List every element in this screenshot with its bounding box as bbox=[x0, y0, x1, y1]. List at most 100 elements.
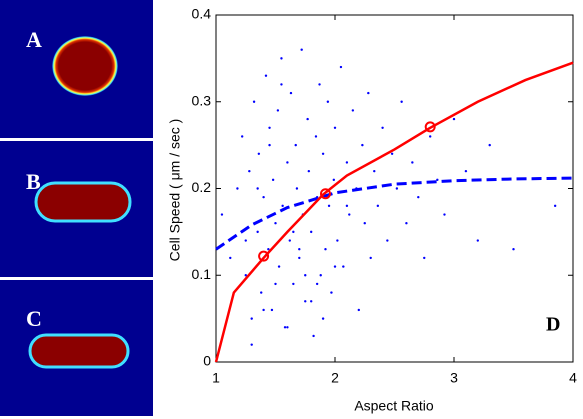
scatter-point bbox=[318, 83, 321, 86]
scatter-point bbox=[390, 152, 394, 155]
scatter-point bbox=[248, 169, 251, 173]
scatter-point bbox=[417, 195, 420, 199]
scatter-point bbox=[386, 239, 389, 242]
scatter-point bbox=[298, 256, 301, 260]
scatter-point bbox=[267, 248, 270, 251]
scatter-point bbox=[405, 222, 408, 225]
scatter-point bbox=[306, 117, 309, 121]
scatter-point bbox=[276, 109, 280, 112]
scatter-point bbox=[312, 334, 315, 338]
scatter-point bbox=[304, 274, 307, 277]
scatter-point bbox=[512, 248, 515, 251]
scatter-point bbox=[268, 143, 271, 147]
fit-line bbox=[214, 61, 574, 363]
y-tick-label: 0.1 bbox=[192, 266, 212, 282]
scatter-point bbox=[283, 326, 287, 329]
y-tick-label: 0.4 bbox=[192, 6, 212, 22]
x-tick-label: 4 bbox=[569, 370, 577, 386]
scatter-point bbox=[488, 143, 491, 147]
scatter-point bbox=[288, 239, 291, 242]
scatter-point bbox=[244, 274, 247, 277]
panel-label: B bbox=[26, 169, 41, 194]
panels: A B C bbox=[0, 0, 153, 416]
scatter-point bbox=[244, 239, 247, 242]
scatter-point bbox=[220, 213, 224, 216]
scatter-point bbox=[315, 282, 319, 286]
scatter-point bbox=[252, 100, 256, 103]
scatter-point bbox=[298, 248, 301, 251]
scatter-point bbox=[281, 204, 284, 208]
cell-b bbox=[34, 181, 132, 223]
scatter-point bbox=[452, 117, 456, 121]
scatter-point bbox=[256, 230, 259, 234]
scatter-point bbox=[429, 135, 432, 138]
scatter-point bbox=[330, 291, 333, 294]
scatter-point bbox=[295, 187, 299, 190]
y-tick-label: 0.3 bbox=[192, 92, 212, 108]
panel-label: C bbox=[26, 306, 42, 331]
x-tick-label: 2 bbox=[331, 370, 339, 386]
y-tick-label: 0.2 bbox=[192, 179, 212, 195]
scatter-point bbox=[280, 57, 283, 60]
cell-c bbox=[28, 333, 130, 369]
scatter-point bbox=[345, 161, 349, 164]
scatter-point bbox=[464, 169, 468, 173]
y-tick-label: 0 bbox=[203, 353, 211, 369]
scatter-point bbox=[321, 152, 325, 155]
x-tick-label: 1 bbox=[212, 370, 220, 386]
scatter-point bbox=[423, 256, 426, 260]
scatter-point bbox=[277, 265, 281, 268]
scatter-point bbox=[321, 317, 325, 320]
scatter-point bbox=[264, 74, 268, 77]
scatter-point bbox=[229, 256, 232, 260]
scatter-point bbox=[348, 213, 351, 216]
scatter-point bbox=[376, 204, 380, 208]
scatter-point bbox=[381, 126, 384, 129]
scatter-point bbox=[294, 143, 297, 147]
scatter-point bbox=[256, 187, 259, 190]
scatter-point bbox=[333, 265, 337, 268]
scatter-point bbox=[292, 230, 295, 234]
y-axis-label: Cell Speed ( μm / sec ) bbox=[167, 119, 183, 262]
scatter-point bbox=[314, 135, 318, 138]
scatter-point bbox=[476, 239, 479, 242]
scatter-point bbox=[395, 187, 399, 190]
scatter-point bbox=[333, 126, 337, 129]
scatter-point bbox=[443, 213, 446, 216]
scatter-point bbox=[339, 65, 343, 69]
marker bbox=[424, 121, 436, 133]
scatter-point bbox=[304, 300, 307, 303]
scatter-point bbox=[357, 308, 360, 312]
scatter-point bbox=[373, 169, 376, 173]
scatter-point bbox=[319, 274, 322, 277]
scatter-point bbox=[257, 152, 261, 155]
panel-label: A bbox=[26, 27, 42, 52]
scatter-point bbox=[262, 195, 265, 199]
scatter-point bbox=[310, 230, 313, 234]
scatter-point bbox=[336, 239, 339, 242]
scatter-point bbox=[367, 91, 370, 95]
plot-frame bbox=[215, 14, 574, 363]
scatter-point bbox=[361, 143, 364, 147]
scatter-point bbox=[271, 178, 275, 182]
scatter-point bbox=[270, 308, 274, 312]
scatter-point bbox=[260, 291, 263, 294]
scatter-point bbox=[262, 308, 265, 312]
fit-line bbox=[215, 176, 574, 251]
cell-a bbox=[52, 36, 118, 96]
scatter-point bbox=[369, 256, 372, 260]
scatter-point bbox=[327, 204, 331, 208]
x-axis-label: Aspect Ratio bbox=[354, 398, 434, 414]
scatter-point bbox=[250, 317, 253, 320]
x-tick-label: 3 bbox=[450, 370, 458, 386]
scatter-point bbox=[310, 300, 313, 303]
scatter-point bbox=[307, 169, 311, 173]
scatter-point bbox=[274, 282, 277, 286]
scatter-point bbox=[326, 100, 330, 103]
scatter-point bbox=[363, 222, 366, 225]
scatter-point bbox=[289, 91, 293, 95]
scatter-point bbox=[286, 326, 289, 329]
scatter-point bbox=[286, 161, 289, 164]
scatter-point bbox=[436, 178, 439, 182]
